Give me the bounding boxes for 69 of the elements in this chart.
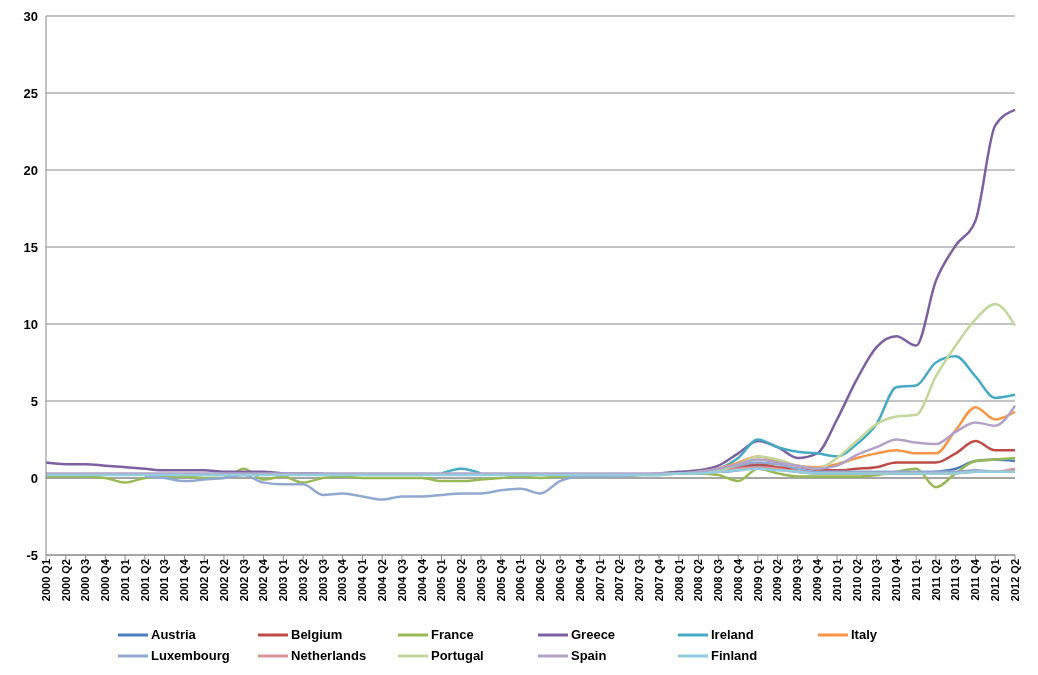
y-tick-label: 0 [30,470,38,486]
x-tick-label: 2010 Q2 [850,559,863,602]
x-tick-label: 2000 Q3 [79,559,92,602]
x-tick-label: 2012 Q2 [1008,559,1021,602]
y-tick-label: 15 [23,239,38,255]
x-tick-label: 2004 Q3 [395,559,408,602]
x-tick-label: 2005 Q3 [474,559,487,602]
y-tick-label: 10 [23,316,38,332]
x-tick-label: 2002 Q1 [198,559,211,602]
x-tick-label: 2007 Q2 [613,559,626,602]
y-tick-label: 20 [23,162,38,178]
legend-label: Greece [571,627,616,642]
y-tick-label: 25 [23,85,38,101]
x-tick-label: 2006 Q1 [514,559,527,602]
x-tick-label: 2007 Q4 [652,558,665,602]
legend-label: Luxembourg [151,648,230,663]
x-tick-label: 2001 Q4 [178,558,191,602]
x-tick-label: 2005 Q2 [455,559,468,602]
x-tick-label: 2006 Q3 [553,559,566,602]
x-tick-label: 2004 Q1 [356,559,369,602]
x-tick-label: 2007 Q3 [633,559,646,602]
y-tick-label: -5 [26,547,38,563]
x-tick-label: 2008 Q2 [692,559,705,602]
x-tick-label: 2009 Q1 [751,559,764,602]
y-tick-label: 30 [23,8,38,24]
y-tick-label: 5 [30,393,38,409]
x-tick-label: 2012 Q1 [989,559,1002,602]
x-tick-label: 2005 Q4 [494,558,507,602]
x-tick-label: 2007 Q1 [593,559,606,602]
x-tick-label: 2006 Q4 [573,558,586,602]
x-tick-label: 2010 Q1 [830,559,843,602]
x-tick-label: 2002 Q2 [217,559,230,602]
x-tick-label: 2006 Q2 [534,559,547,602]
x-tick-label: 2008 Q1 [672,559,685,602]
x-tick-label: 2011 Q3 [949,559,962,601]
legend-label: Portugal [431,648,484,663]
x-tick-label: 2010 Q3 [870,559,883,602]
x-tick-label: 2010 Q4 [890,558,903,602]
legend-label: Belgium [291,627,343,642]
x-tick-label: 2011 Q2 [929,559,942,601]
x-tick-label: 2003 Q1 [277,559,290,602]
x-tick-label: 2008 Q4 [731,558,744,602]
legend-label: Ireland [711,627,754,642]
x-tick-label: 2009 Q2 [771,559,784,602]
x-tick-label: 2011 Q4 [969,558,982,601]
x-tick-label: 2003 Q4 [336,558,349,602]
legend-label: France [431,627,474,642]
x-tick-label: 2001 Q3 [158,559,171,602]
x-tick-label: 2002 Q3 [237,559,250,602]
legend-label: Spain [571,648,607,663]
x-tick-label: 2000 Q4 [99,558,112,602]
x-tick-label: 2002 Q4 [257,558,270,602]
x-tick-label: 2003 Q2 [296,559,309,602]
x-tick-label: 2003 Q3 [316,559,329,602]
x-tick-label: 2009 Q4 [811,558,824,602]
x-tick-label: 2000 Q2 [59,559,72,602]
legend-label: Italy [851,627,878,642]
x-tick-label: 2001 Q1 [118,559,131,602]
x-tick-label: 2008 Q3 [712,559,725,602]
legend-label: Finland [711,648,758,663]
x-tick-label: 2004 Q2 [375,559,388,602]
x-tick-label: 2005 Q1 [435,559,448,602]
x-tick-label: 2000 Q1 [39,559,52,602]
x-tick-label: 2004 Q4 [415,558,428,602]
x-tick-label: 2009 Q3 [791,559,804,602]
legend-label: Netherlands [291,648,367,663]
x-tick-label: 2001 Q2 [138,559,151,602]
x-tick-label: 2011 Q1 [909,559,922,601]
legend-label: Austria [151,627,196,642]
